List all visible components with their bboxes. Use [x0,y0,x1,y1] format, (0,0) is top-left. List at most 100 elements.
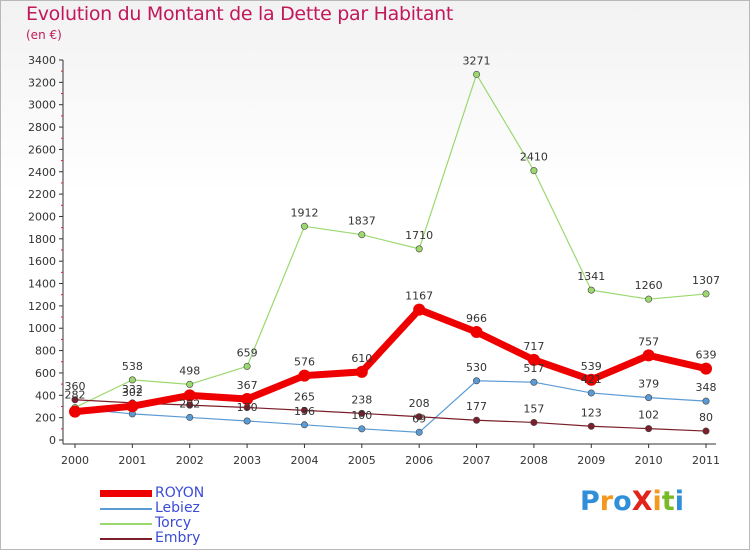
data-label-lebiez: 136 [294,405,315,418]
data-point-lebiez [415,428,423,436]
data-point-lebiez [300,421,308,429]
y-tick-label: 3400 [28,54,56,67]
y-tick-label: 1000 [28,322,56,335]
data-label-torcy: 538 [122,360,143,373]
y-tick-label: 2400 [28,166,56,179]
y-tick-label: 3200 [28,76,56,89]
data-point-torcy [128,376,136,384]
data-label-lebiez: 282 [65,388,86,401]
data-label-embry: 80 [699,411,713,424]
x-tick-label: 2006 [405,454,433,467]
data-label-lebiez: 530 [466,361,487,374]
data-point-torcy [358,231,366,239]
x-tick-label: 2001 [118,454,146,467]
axes: 0 200 400 600 800 1000 1200 1400 1600 1800 2000 220… [28,54,720,467]
y-tick-label: 2800 [28,121,56,134]
data-label-embry: 208 [409,397,430,410]
y-tick-label: 1600 [28,255,56,268]
data-label-embry: 157 [523,402,544,415]
data-point-royon [126,400,139,413]
data-label-royon: 576 [294,356,315,369]
y-tick-label: 400 [35,389,56,402]
y-tick-label: 2000 [28,210,56,223]
data-label-torcy: 1307 [692,274,720,287]
data-label-royon: 639 [696,349,717,362]
legend-label: Embry [155,530,201,546]
data-point-royon [700,362,712,375]
data-label-lebiez: 69 [412,412,426,425]
legend-label: Lebiez [155,500,200,516]
data-label-royon: 1167 [405,290,433,303]
data-point-royon [183,389,196,402]
logo-letter: X [631,486,653,517]
legend-label: Torcy [155,515,192,531]
data-point-royon [585,373,598,386]
data-label-lebiez: 421 [581,373,602,386]
data-point-lebiez [587,389,595,397]
data-label-lebiez: 517 [523,362,544,375]
data-label-royon: 757 [638,335,659,348]
data-label-torcy: 659 [237,346,258,359]
legend-swatch [100,538,152,540]
y-tick-label: 0 [49,434,56,447]
data-label-torcy: 1341 [577,270,605,283]
data-label-embry: 123 [581,406,602,419]
data-point-torcy [645,295,653,303]
series-lines [74,73,707,433]
logo-letter: i [674,486,684,517]
x-tick-label: 2010 [635,454,663,467]
data-point-embry [702,427,710,435]
logo-letter: r [599,486,614,517]
data-point-lebiez [243,417,251,425]
data-point-embry [587,422,595,430]
legend-swatch [100,490,152,497]
y-tick-label: 600 [35,367,56,380]
data-label-embry: 332 [122,383,143,396]
data-label-lebiez: 379 [638,378,659,391]
data-point-royon [298,369,311,382]
data-point-lebiez [186,413,194,421]
proxiti-logo: ProXiti [580,486,684,517]
data-point-lebiez [702,397,710,405]
data-point-torcy [243,362,251,370]
data-point-torcy [530,167,538,175]
data-label-royon: 717 [523,340,544,353]
data-label-lebiez: 348 [696,381,717,394]
data-label-torcy: 1710 [405,229,433,242]
data-point-torcy [473,70,481,78]
data-point-embry [71,396,79,404]
data-label-torcy: 2410 [520,151,548,164]
data-label-embry: 360 [65,380,86,393]
y-tick-label: 3000 [28,99,56,112]
data-point-torcy [300,222,308,230]
chart-title: Evolution du Montant de la Dette par Hab… [26,3,454,25]
data-point-torcy [186,380,194,388]
logo-letter: o [613,486,632,517]
logo-letter: P [580,486,600,517]
data-point-royon [527,353,540,366]
unit-label: (en €) [26,28,62,42]
data-point-torcy [587,286,595,294]
data-points [69,70,712,436]
data-label-embry: 238 [351,393,372,406]
data-point-royon [69,405,81,418]
data-label-lebiez: 100 [351,409,372,422]
data-label-torcy: 498 [179,364,200,377]
data-label-royon: 302 [122,386,143,399]
y-tick-label: 2200 [28,188,56,201]
data-point-lebiez [473,377,481,385]
data-label-embry: 177 [466,400,487,413]
data-label-royon: 539 [581,360,602,373]
data-point-royon [355,365,368,378]
legend-label: ROYON [155,485,205,501]
x-tick-label: 2011 [692,454,720,467]
y-tick-label: 1200 [28,300,56,313]
legend-swatch [100,508,152,510]
data-point-lebiez [530,378,538,386]
x-tick-label: 2009 [577,454,605,467]
x-tick-label: 2002 [176,454,204,467]
data-point-royon [413,303,426,316]
series-line-embry [74,399,707,432]
y-tick-label: 200 [35,412,56,425]
